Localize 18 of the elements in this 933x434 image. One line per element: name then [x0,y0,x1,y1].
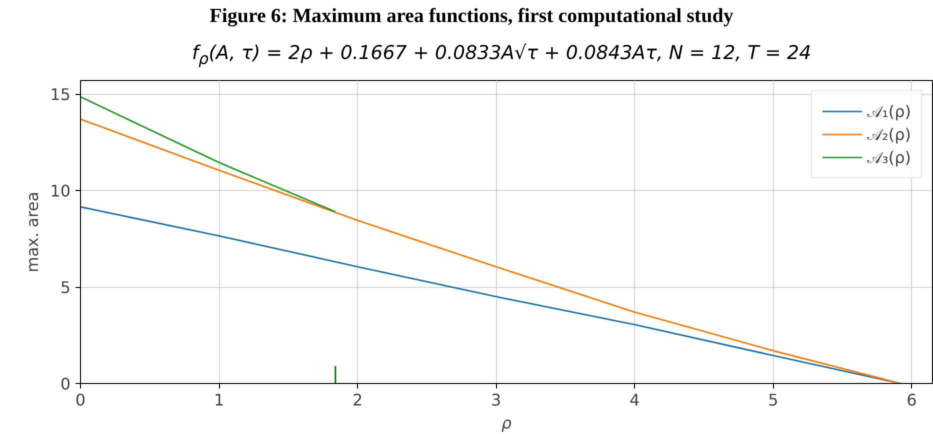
x-tick-label: 1 [214,390,224,410]
legend-label: 𝒜₂(ρ) [866,124,911,144]
legend-label: 𝒜₃(ρ) [866,148,911,166]
x-tick-label: 3 [491,390,502,410]
x-tick-label: 4 [630,390,640,410]
x-tick-label: 2 [352,390,363,410]
y-tick-label: 10 [50,182,70,201]
y-axis-title: max. area [23,192,42,272]
x-tick-label: 0 [75,390,86,410]
x-tick-label: 6 [906,390,917,410]
legend-label: 𝒜₁(ρ) [866,102,911,120]
chart-subtitle: f$_{ρ}$(A, τ) = 2ρ + 0.1667 + 0.0833A√τ + 0.0843Aτ, N = 12, T = 24 [192,41,812,70]
x-axis-title: ρ [501,414,512,432]
y-tick-label: 5 [60,278,71,298]
y-tick-label: 15 [50,85,70,104]
chart-title: Figure 6: Maximum area functions, first computational study [210,4,734,29]
x-tick-label: 5 [768,390,778,410]
y-tick-label: 0 [60,374,71,394]
